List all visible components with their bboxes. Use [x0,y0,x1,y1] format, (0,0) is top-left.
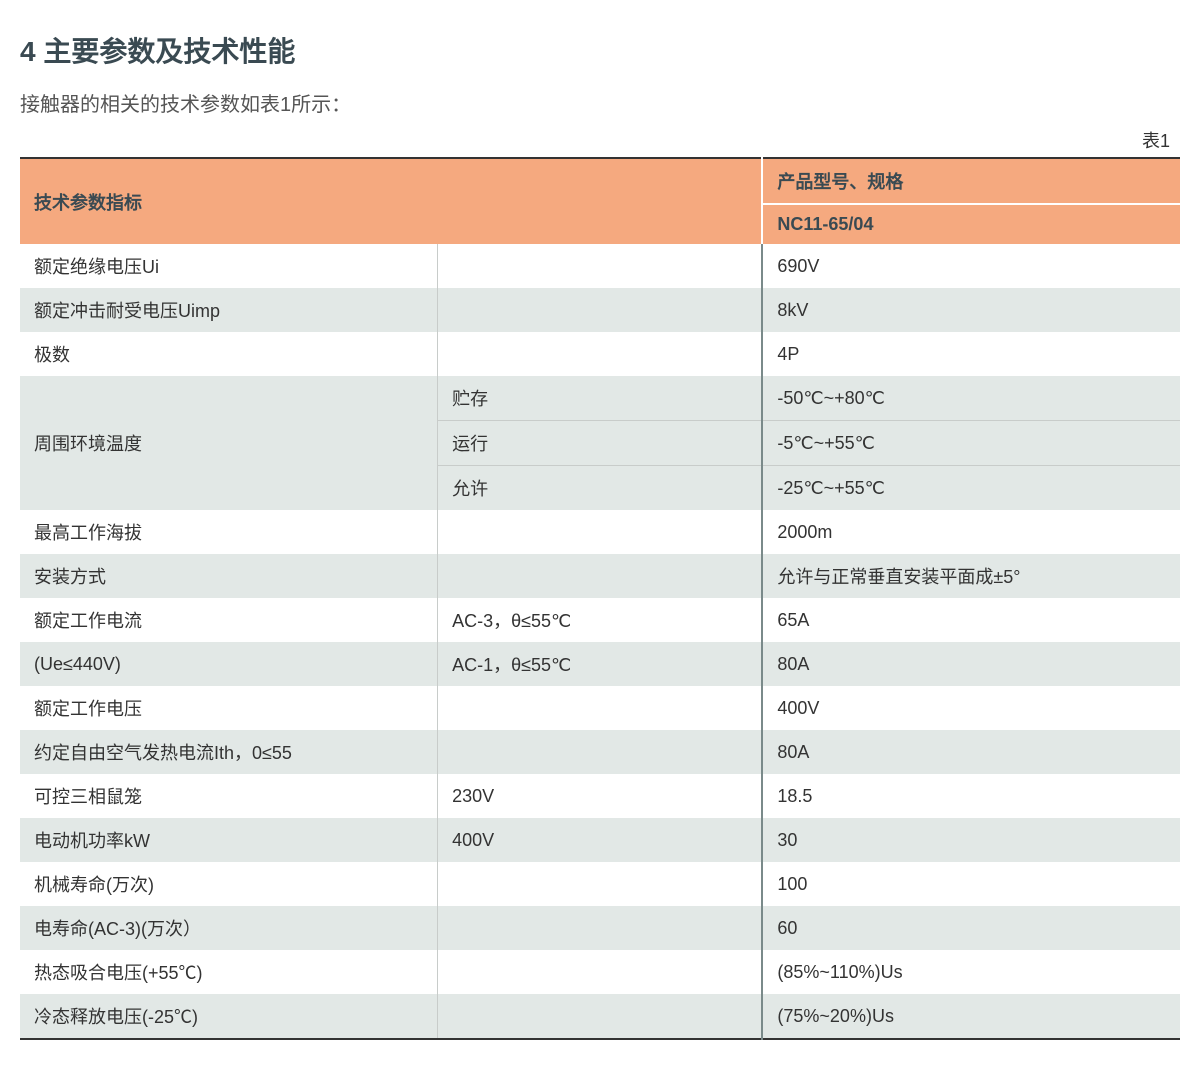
table-row: (Ue≤440V)AC-1，θ≤55℃80A [20,642,1180,686]
cell-param: 额定工作电流 [20,598,438,642]
cell-param: 额定冲击耐受电压Uimp [20,288,438,332]
cell-param: 约定自由空气发热电流Ith，0≤55 [20,730,438,774]
cell-param: 机械寿命(万次) [20,862,438,906]
table-header: 技术参数指标 产品型号、规格 NC11-65/04 [20,158,1180,244]
cell-mid [438,906,763,950]
cell-value: (75%~20%)Us [762,994,1180,1039]
header-right-sub: NC11-65/04 [762,204,1180,244]
cell-param: 冷态释放电压(-25℃) [20,994,438,1039]
cell-mid: 230V [438,774,763,818]
table-row: 极数 4P [20,332,1180,376]
cell-param: 可控三相鼠笼 [20,774,438,818]
cell-mid: 贮存 [438,376,763,421]
cell-param: 热态吸合电压(+55℃) [20,950,438,994]
table-row: 可控三相鼠笼230V18.5 [20,774,1180,818]
cell-value: 65A [762,598,1180,642]
cell-mid [438,554,763,598]
table-caption: 表1 [20,127,1180,153]
section-title: 4 主要参数及技术性能 [20,30,1180,70]
table-row: 热态吸合电压(+55℃) (85%~110%)Us [20,950,1180,994]
cell-value: 8kV [762,288,1180,332]
cell-mid [438,332,763,376]
cell-value: 允许与正常垂直安装平面成±5° [762,554,1180,598]
cell-param: 电动机功率kW [20,818,438,862]
cell-param: 最高工作海拔 [20,510,438,554]
table-row: 机械寿命(万次) 100 [20,862,1180,906]
cell-value: -50℃~+80℃ [762,376,1180,421]
table-row: 约定自由空气发热电流Ith，0≤55 80A [20,730,1180,774]
table-row: 额定冲击耐受电压Uimp 8kV [20,288,1180,332]
cell-value: 4P [762,332,1180,376]
cell-mid: 运行 [438,421,763,466]
header-right-top: 产品型号、规格 [762,158,1180,204]
cell-mid [438,994,763,1039]
cell-value: 18.5 [762,774,1180,818]
intro-text: 接触器的相关的技术参数如表1所示： [20,88,1180,117]
cell-mid: 允许 [438,466,763,511]
table-body: 额定绝缘电压Ui690V额定冲击耐受电压Uimp8kV极数4P周围环境温度贮存-… [20,244,1180,1039]
table-row: 安装方式 允许与正常垂直安装平面成±5° [20,554,1180,598]
header-left: 技术参数指标 [20,158,762,244]
cell-mid [438,950,763,994]
cell-value: 60 [762,906,1180,950]
cell-mid [438,686,763,730]
table-row: 电寿命(AC-3)(万次） 60 [20,906,1180,950]
table-row: 最高工作海拔 2000m [20,510,1180,554]
table-row: 冷态释放电压(-25℃) (75%~20%)Us [20,994,1180,1039]
cell-mid [438,730,763,774]
cell-param: (Ue≤440V) [20,642,438,686]
cell-value: 400V [762,686,1180,730]
cell-value: (85%~110%)Us [762,950,1180,994]
cell-mid: AC-1，θ≤55℃ [438,642,763,686]
cell-mid [438,862,763,906]
cell-value: -5℃~+55℃ [762,421,1180,466]
cell-mid: 400V [438,818,763,862]
cell-param: 极数 [20,332,438,376]
cell-mid: AC-3，θ≤55℃ [438,598,763,642]
cell-value: 80A [762,642,1180,686]
cell-value: 80A [762,730,1180,774]
cell-mid [438,288,763,332]
cell-value: 30 [762,818,1180,862]
cell-param: 周围环境温度 [20,376,438,510]
cell-mid [438,510,763,554]
table-row: 电动机功率kW400V30 [20,818,1180,862]
spec-table: 技术参数指标 产品型号、规格 NC11-65/04 额定绝缘电压Ui690V额定… [20,157,1180,1040]
cell-mid [438,244,763,288]
cell-value: -25℃~+55℃ [762,466,1180,511]
table-row: 额定绝缘电压Ui 690V [20,244,1180,288]
cell-param: 额定工作电压 [20,686,438,730]
cell-param: 额定绝缘电压Ui [20,244,438,288]
cell-value: 690V [762,244,1180,288]
cell-value: 100 [762,862,1180,906]
cell-value: 2000m [762,510,1180,554]
table-row: 周围环境温度贮存-50℃~+80℃ [20,376,1180,421]
cell-param: 安装方式 [20,554,438,598]
table-row: 额定工作电压 400V [20,686,1180,730]
table-row: 额定工作电流AC-3，θ≤55℃65A [20,598,1180,642]
cell-param: 电寿命(AC-3)(万次） [20,906,438,950]
